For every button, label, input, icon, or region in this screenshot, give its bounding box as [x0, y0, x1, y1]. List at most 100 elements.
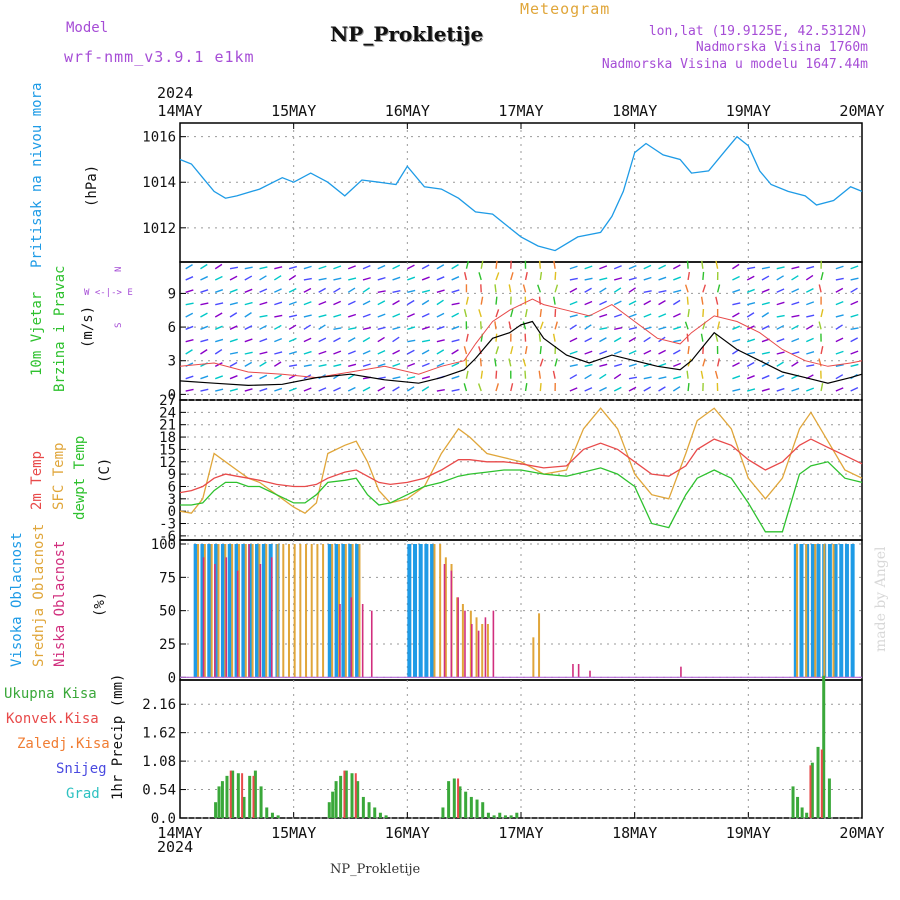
cloud-bar-0 — [248, 544, 253, 678]
wind-arrow — [348, 363, 357, 368]
wind-arrow — [716, 358, 720, 367]
wind-arrow — [185, 276, 194, 281]
wind-arrow — [303, 265, 312, 270]
precip-bar-0 — [384, 815, 388, 818]
wind-arrow — [761, 275, 770, 281]
temp-2m-line — [179, 438, 863, 494]
wind-arrow — [495, 260, 498, 269]
wind-arrow — [259, 351, 268, 355]
wind-arrow — [643, 349, 652, 355]
wind-arrow — [244, 266, 253, 270]
wind-arrow — [303, 301, 312, 306]
wind-arrow — [673, 362, 681, 367]
wind-arrow — [820, 346, 824, 355]
wind-arrow — [259, 275, 267, 281]
wind-arrow — [835, 374, 844, 380]
wind-arrow — [658, 300, 666, 306]
wind-arrow — [643, 336, 651, 343]
legend-conv-rain: Konvek.Kisa — [6, 711, 99, 727]
wind-arrow — [392, 362, 401, 367]
cloud-bar-0 — [207, 544, 212, 678]
precip-bar-0 — [441, 807, 445, 818]
wind-arrow — [185, 264, 193, 270]
wind-arrow — [747, 302, 756, 306]
wind-arrow — [524, 308, 528, 318]
wind-arrow — [672, 299, 681, 306]
precip-bar-0 — [464, 791, 468, 818]
wind-arrow — [700, 296, 704, 305]
y-tick-label: 9 — [168, 286, 176, 302]
pressure-series-line — [179, 135, 863, 252]
wind-arrow — [569, 337, 578, 343]
wind-arrow — [584, 277, 593, 281]
wind-arrow — [524, 345, 528, 355]
wind-arrow — [791, 351, 800, 355]
wind-arrow — [318, 350, 327, 355]
wind-arrow — [463, 346, 468, 355]
wind-arrow — [791, 275, 799, 281]
wind-arrow — [214, 348, 223, 355]
wind-arrow — [510, 346, 514, 355]
date-label-top-16MAY: 16MAY — [385, 102, 430, 120]
cloud-bar-2 — [270, 557, 273, 678]
wind-arrow — [259, 288, 268, 293]
wind-arrow — [554, 284, 559, 293]
y-tick-label: 15 — [159, 442, 176, 458]
wind-arrow — [451, 276, 460, 281]
wind-arrow — [214, 375, 223, 380]
wind-arrow — [478, 272, 482, 281]
wind-arrow — [613, 265, 622, 270]
wind-arrow — [508, 358, 512, 367]
wind-arrow — [701, 260, 704, 269]
precip-bar-0 — [515, 812, 519, 818]
wind-arrow — [850, 300, 859, 306]
wind-arrow — [318, 277, 327, 281]
wind-arrow — [392, 276, 401, 281]
wind-arrow — [791, 288, 800, 293]
wind-arrow — [451, 325, 460, 330]
wind-arrow — [746, 275, 755, 281]
y-tick-label: 1012 — [142, 221, 176, 237]
meteogram-label: Meteogram — [520, 0, 611, 18]
wind-arrow — [569, 300, 578, 306]
legend-freezing-rain: Zaledj.Kisa — [17, 736, 110, 752]
wind-gust-line — [179, 298, 863, 379]
cloud-bar-2 — [202, 557, 205, 678]
wind-arrow — [643, 276, 652, 281]
wind-arrow — [185, 349, 193, 355]
wind-arrow — [362, 313, 371, 318]
wind-arrow — [463, 309, 468, 318]
wind-arrow — [303, 387, 312, 392]
wind-arrow — [377, 313, 386, 318]
wind-arrow — [791, 314, 800, 318]
cloud-bar-0 — [850, 544, 855, 678]
wind-arrow — [687, 271, 691, 281]
wind-arrow — [820, 383, 824, 392]
y-tick-label: 0 — [168, 670, 176, 686]
wind-arrow — [377, 336, 385, 343]
wind-arrow — [288, 265, 298, 270]
year-bottom: 2024 — [157, 838, 194, 856]
cloud-bar-1 — [344, 544, 347, 678]
wind-arrow — [687, 345, 690, 355]
wind-arrow — [362, 326, 371, 330]
wind-arrow — [451, 312, 460, 318]
wind-arrow — [244, 374, 253, 380]
cloud-bar-2 — [589, 670, 591, 678]
cloud-bar-0 — [407, 544, 412, 678]
wind-arrow — [552, 333, 556, 342]
wind-arrow — [658, 362, 667, 367]
cloud-bar-2 — [361, 604, 364, 678]
cloud-bar-1 — [469, 610, 472, 678]
wind-arrow — [421, 264, 430, 270]
y-tick-label: 18 — [159, 430, 176, 446]
wind-arrow — [288, 288, 297, 293]
wind-arrow — [522, 358, 527, 367]
model-elevation-text: Nadmorska Visina u modelu 1647.44m — [601, 57, 868, 72]
cloud-bar-0 — [341, 544, 346, 678]
wind-arrow — [451, 264, 459, 270]
wind-arrow — [614, 326, 623, 331]
wind-arrow — [732, 362, 740, 367]
wind-arrow — [569, 324, 577, 330]
wind-arrow — [244, 325, 253, 330]
